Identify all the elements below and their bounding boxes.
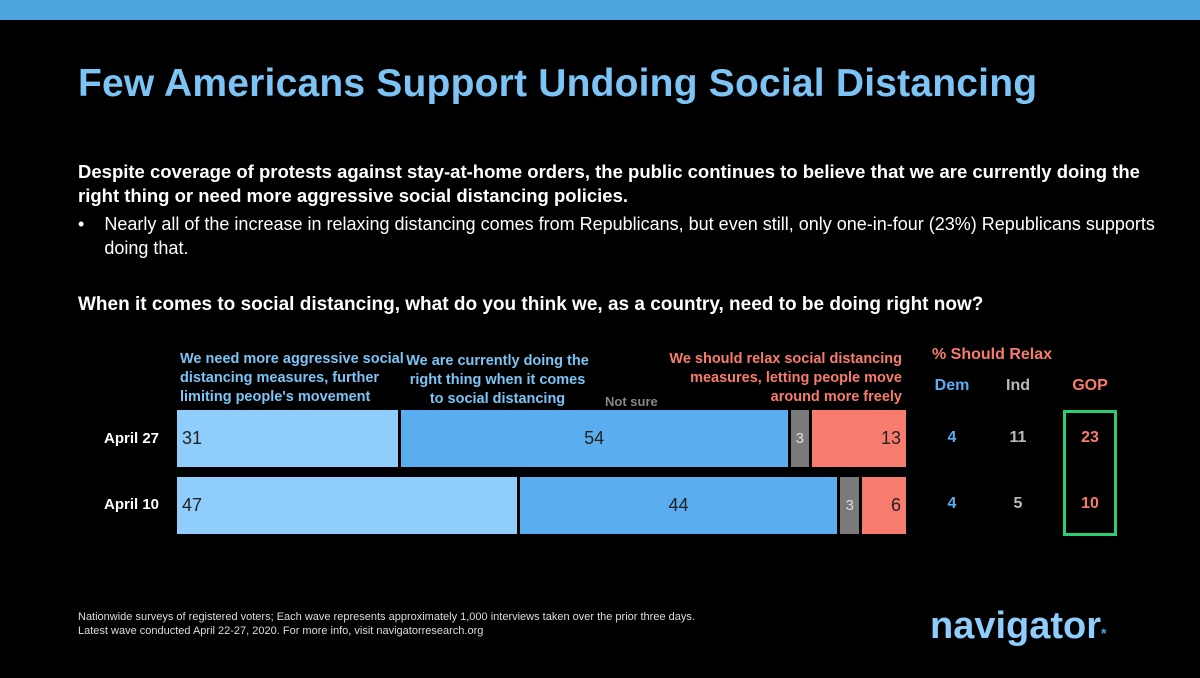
- bar-segment-3: 13: [812, 410, 906, 467]
- bar-segment-2: 3: [790, 410, 810, 467]
- bar-segment-3: 6: [862, 477, 906, 534]
- footnote-line-2: Latest wave conducted April 22-27, 2020.…: [78, 625, 484, 637]
- footnote-line-1: Nationwide surveys of registered voters;…: [78, 611, 695, 623]
- side-value: 4: [947, 429, 957, 446]
- side-table-title: % Should Relax: [932, 346, 1053, 363]
- side-value: 4: [947, 495, 957, 512]
- side-col-ind: Ind: [1006, 377, 1030, 394]
- bar-segment-0: 31: [177, 410, 398, 467]
- survey-question: When it comes to social distancing, what…: [78, 294, 984, 315]
- side-value: 5: [1013, 495, 1023, 512]
- lead-text: Despite coverage of protests against sta…: [78, 161, 1140, 206]
- bullet-marker: •: [78, 214, 85, 234]
- top-accent-bar: [0, 0, 1200, 20]
- data-label: 3: [795, 430, 804, 447]
- data-label: 3: [845, 497, 854, 514]
- data-label: 54: [584, 428, 605, 448]
- data-label: 31: [182, 428, 203, 448]
- side-col-dem: Dem: [934, 377, 970, 394]
- data-label: 13: [880, 428, 901, 448]
- side-value: 10: [1081, 495, 1099, 512]
- bar-segment-2: 3: [840, 477, 860, 534]
- page-title: Few Americans Support Undoing Social Dis…: [78, 62, 1038, 105]
- bar-segment-1: 44: [519, 477, 838, 534]
- side-col-gop: GOP: [1072, 377, 1108, 394]
- legend-not-sure: Not sure: [605, 394, 658, 409]
- logo-text: navigator: [930, 605, 1102, 647]
- data-label: 6: [890, 495, 901, 515]
- bullet-text: Nearly all of the increase in relaxing d…: [104, 214, 1155, 258]
- bullet-point: • Nearly all of the increase in relaxing …: [78, 212, 1178, 260]
- bar-segment-1: 54: [400, 410, 788, 467]
- footnote: Nationwide surveys of registered voters;…: [78, 610, 695, 638]
- bar-segment-0: 47: [177, 477, 517, 534]
- row-label-april-10: April 10: [104, 496, 160, 513]
- navigator-logo: navigator*: [930, 605, 1107, 647]
- row-label-april-27: April 27: [104, 430, 160, 447]
- bar-april-27: 31 54 3 13: [177, 410, 906, 467]
- legend-doing-right: We are currently doing the right thing w…: [406, 353, 589, 407]
- legend-relax: We should relax social distancing measur…: [669, 351, 902, 405]
- side-value: 11: [1009, 429, 1027, 446]
- data-label: 44: [668, 495, 689, 515]
- bar-april-10: 47 44 3 6: [177, 477, 906, 534]
- gop-highlight-box: [1063, 410, 1117, 536]
- legend-more-aggressive: We need more aggressive social distancin…: [180, 351, 404, 405]
- side-value: 23: [1081, 429, 1099, 446]
- data-label: 47: [182, 495, 203, 515]
